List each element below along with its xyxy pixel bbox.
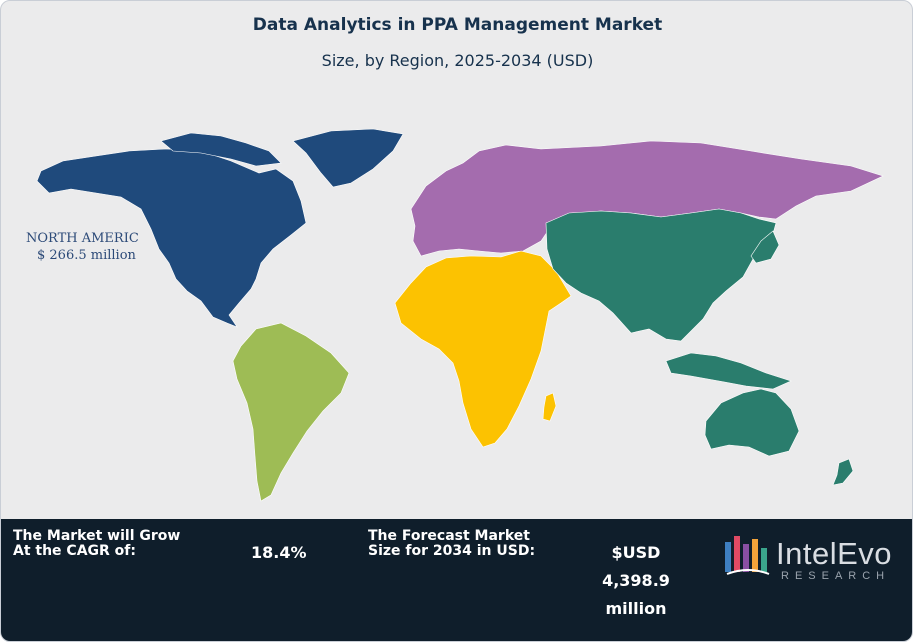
chart-subtitle: Size, by Region, 2025-2034 (USD) — [321, 51, 594, 70]
region-japan — [750, 230, 780, 264]
region-europe — [410, 140, 884, 257]
chart-title: Data Analytics in PPA Management Market — [252, 15, 663, 35]
region-south-america — [232, 322, 350, 502]
region-asia — [545, 208, 777, 342]
size-label-line1: The Forecast Market — [368, 528, 530, 544]
region-madagascar — [542, 392, 557, 422]
forecast-size-value: $USD 4,398.9 million — [586, 539, 686, 623]
cagr-label: The Market will Grow At the CAGR of: — [13, 529, 213, 559]
cagr-value: 18.4% — [251, 543, 307, 562]
north-america-callout: NORTH AMERICA $ 266.5 million — [26, 231, 138, 263]
size-value-line2: 4,398.9 — [602, 571, 670, 590]
size-value-line1: $USD — [611, 543, 661, 562]
cagr-label-line2: At the CAGR of: — [13, 543, 136, 559]
size-value-line3: million — [605, 599, 667, 618]
logo-name: IntelEvo — [776, 536, 893, 571]
world-map — [36, 128, 884, 502]
forecast-size-label: The Forecast Market Size for 2034 in USD… — [368, 529, 568, 559]
cagr-label-line1: The Market will Grow — [13, 528, 181, 544]
size-label-line2: Size for 2034 in USD: — [368, 543, 536, 559]
region-north-america — [36, 148, 307, 328]
region-australia — [704, 388, 800, 457]
region-new-zealand — [832, 458, 854, 486]
intelevo-logo: IntelEvo RESEARCH — [723, 530, 908, 590]
callout-region-value: $ 266.5 million — [37, 248, 136, 263]
logo-tagline: RESEARCH — [781, 570, 891, 582]
region-southeast-asia-islands — [665, 352, 792, 390]
footer-panel: The Market will Grow At the CAGR of: 18.… — [1, 519, 912, 641]
region-arctic-islands — [160, 132, 282, 167]
logo-mark-icon — [725, 536, 770, 575]
region-middle-east-africa — [394, 250, 572, 448]
callout-region-name: NORTH AMERICA — [26, 231, 138, 246]
region-greenland — [292, 128, 404, 188]
